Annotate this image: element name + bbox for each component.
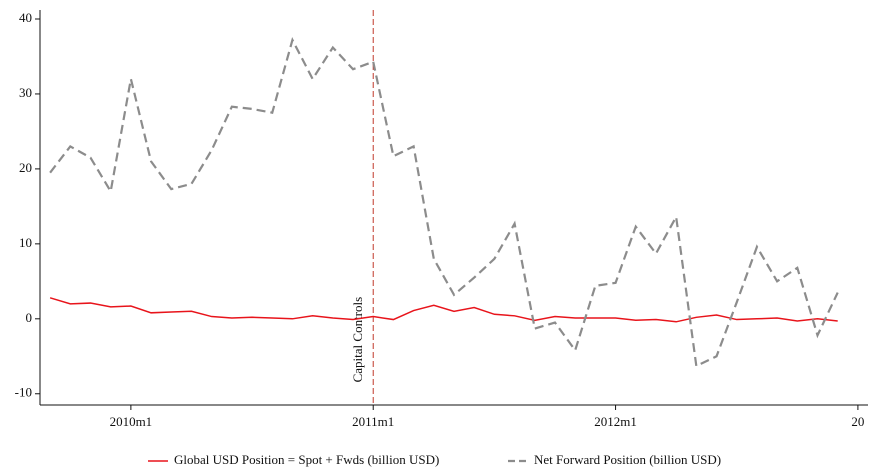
x-tick-label: 2012m1 [594,414,637,429]
y-tick-label: 30 [19,85,32,100]
y-tick-label: 10 [19,235,32,250]
y-tick-label: 40 [19,10,32,25]
x-tick-label: 20 [851,414,864,429]
series-line [49,297,838,323]
annotation-label: Capital Controls [350,297,365,383]
series-line [49,36,839,368]
x-tick-label: 2010m1 [110,414,153,429]
legend-label: Net Forward Position (billion USD) [534,452,721,467]
y-tick-label: 20 [19,160,32,175]
legend-label: Global USD Position = Spot + Fwds (billi… [174,452,439,467]
y-tick-label: 0 [26,310,33,325]
y-tick-label: -10 [15,385,32,400]
x-tick-label: 2011m1 [352,414,394,429]
